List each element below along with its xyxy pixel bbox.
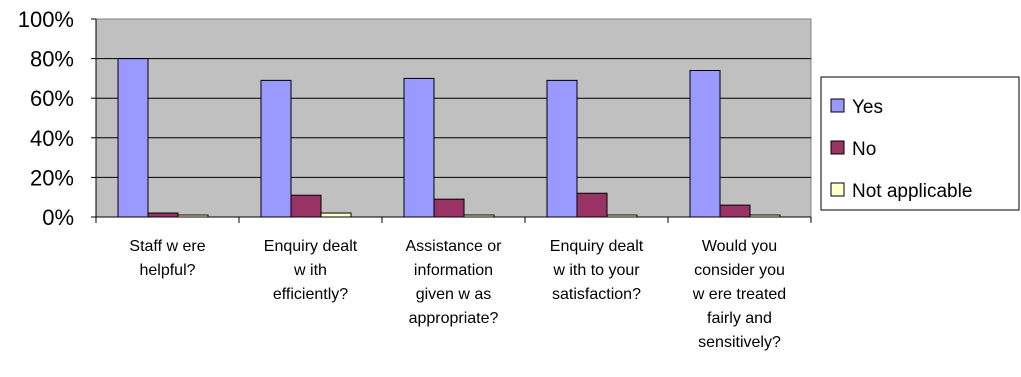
legend-box [820,76,1020,211]
bar-no [290,194,322,218]
x-tick-label-line: satisfaction? [552,286,641,303]
x-tick-label-line: w ith [293,262,327,279]
bar-yes [546,79,578,218]
y-tick-label: 100% [18,7,74,32]
x-tick-label-line: information [414,262,493,279]
x-tick-label: Would you consider you w ere treated fairly… [692,238,786,351]
x-tick-label-line: fairly and [707,310,772,327]
y-axis-ticks: 0% 20% 40% 60% 80% 100% [18,7,96,230]
bar-yes [403,77,435,218]
bar-yes [689,69,721,218]
x-tick-label-line: Assistance or [405,238,502,255]
x-tick-label-line: helpful? [139,262,195,279]
legend-label: Not applicable [852,181,972,202]
x-axis-ticks: Staff w ere helpful? Enquiry dealt w ith eff… [95,217,812,351]
x-tick-label-line: consider you [694,262,785,279]
bar-yes [117,58,149,218]
bar-not-applicable [320,212,352,218]
y-tick-label: 0% [42,205,74,230]
y-tick-label: 60% [30,86,74,111]
bar-no [147,212,179,218]
x-tick-label-line: Staff w ere [129,238,205,255]
legend: Yes No Not applicable [820,76,1020,211]
x-tick-label-line: Enquiry dealt [264,238,358,255]
y-tick-label: 80% [30,47,74,72]
x-tick-label: Assistance or information given w as approp… [405,238,502,327]
x-tick-label-line: given w as [416,286,492,303]
x-tick-label-line: Enquiry dealt [550,238,644,255]
x-tick-label-line: Would you [702,238,777,255]
bar-yes [260,79,292,218]
legend-swatch [830,98,845,113]
legend-label: Yes [852,97,883,118]
bar-no [433,198,465,218]
x-tick-label: Enquiry dealt w ith to your satisfaction? [550,238,644,303]
x-tick-label-line: w ith to your [552,262,640,279]
bar-no [719,204,751,218]
y-tick-label: 40% [30,126,74,151]
legend-swatch [830,182,845,197]
x-tick-label-line: efficiently? [273,286,348,303]
x-tick-label-line: sensitively? [698,334,781,351]
bar-no [576,192,608,218]
x-tick-label: Enquiry dealt w ith efficiently? [264,238,358,303]
legend-swatch [830,140,845,155]
x-tick-label-line: w ere treated [692,286,786,303]
legend-label: No [852,139,876,160]
y-tick-label: 20% [30,165,74,190]
x-tick-label: Staff w ere helpful? [129,238,205,279]
x-tick-label-line: appropriate? [409,310,499,327]
